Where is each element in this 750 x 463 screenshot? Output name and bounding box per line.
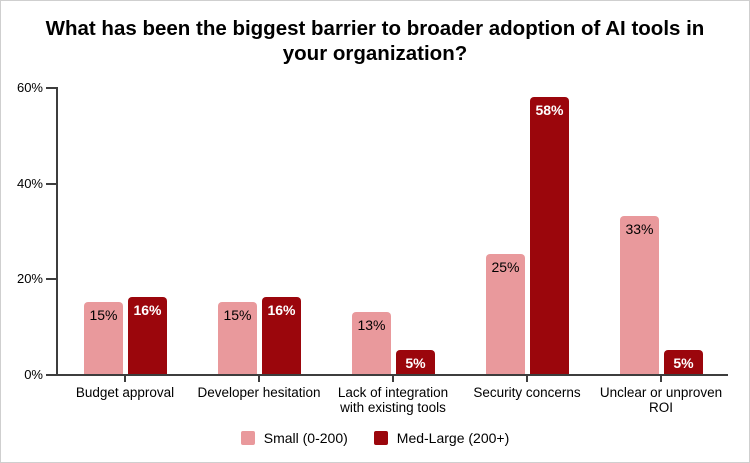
legend-item-med-large-200: Med-Large (200+)	[373, 430, 510, 446]
bar-med-large-200-budget-approval: 16%	[128, 297, 167, 374]
x-axis-tick-security-concerns	[526, 376, 528, 382]
chart-title: What has been the biggest barrier to bro…	[45, 17, 705, 65]
bar-small-0-200-lack-of-integration: 13%	[352, 312, 391, 374]
bar-small-0-200-security-concerns: 25%	[486, 254, 525, 374]
bar-med-large-200-unclear-or-unproven: 5%	[664, 350, 703, 374]
y-axis-label-20: 20%	[16, 271, 43, 286]
x-axis-tick-unclear-or-unproven	[660, 376, 662, 382]
legend-swatch-med-large-200	[373, 431, 388, 445]
bar-med-large-200-lack-of-integration: 5%	[396, 350, 435, 374]
bar-small-0-200-developer-hesitation: 15%	[218, 302, 257, 374]
bar-value-label-med-large-200-lack-of-integration: 5%	[405, 355, 426, 371]
bar-value-label-med-large-200-unclear-or-unproven: 5%	[673, 355, 694, 371]
y-axis-tick-0	[46, 374, 56, 376]
legend-item-small-0-200: Small (0-200)	[240, 430, 348, 446]
y-axis-line	[56, 87, 58, 376]
x-axis-label-security-concerns: Security concerns	[473, 385, 581, 400]
x-axis-label-unclear-or-unproven: Unclear or unproven ROI	[599, 385, 723, 416]
bar-small-0-200-budget-approval: 15%	[84, 302, 123, 374]
y-axis-tick-20	[46, 278, 56, 280]
bar-value-label-small-0-200-security-concerns: 25%	[491, 259, 520, 275]
y-axis-tick-40	[46, 183, 56, 185]
x-axis-tick-budget-approval	[124, 376, 126, 382]
y-axis-label-0: 0%	[24, 367, 43, 382]
x-axis-tick-lack-of-integration	[392, 376, 394, 382]
x-axis-line	[56, 374, 728, 376]
bar-value-label-med-large-200-budget-approval: 16%	[133, 302, 162, 318]
bar-value-label-small-0-200-unclear-or-unproven: 33%	[625, 221, 654, 237]
bar-med-large-200-developer-hesitation: 16%	[262, 297, 301, 374]
bar-med-large-200-security-concerns: 58%	[530, 97, 569, 374]
y-axis-label-60: 60%	[16, 80, 43, 95]
y-axis-label-40: 40%	[16, 176, 43, 191]
legend-swatch-small-0-200	[240, 431, 255, 445]
bar-value-label-small-0-200-lack-of-integration: 13%	[357, 317, 386, 333]
legend: Small (0-200) Med-Large (200+)	[1, 430, 749, 446]
bar-small-0-200-unclear-or-unproven: 33%	[620, 216, 659, 374]
x-axis-label-developer-hesitation: Developer hesitation	[197, 385, 321, 400]
x-axis-tick-developer-hesitation	[258, 376, 260, 382]
legend-label-med-large-200: Med-Large (200+)	[396, 430, 510, 446]
bar-value-label-med-large-200-security-concerns: 58%	[535, 102, 564, 118]
bar-value-label-med-large-200-developer-hesitation: 16%	[267, 302, 296, 318]
x-axis-label-budget-approval: Budget approval	[75, 385, 175, 400]
y-axis-tick-60	[46, 87, 56, 89]
x-axis-label-lack-of-integration: Lack of integration with existing tools	[337, 385, 449, 416]
bar-value-label-small-0-200-budget-approval: 15%	[89, 307, 118, 323]
legend-label-small-0-200: Small (0-200)	[263, 430, 348, 446]
bar-value-label-small-0-200-developer-hesitation: 15%	[223, 307, 252, 323]
